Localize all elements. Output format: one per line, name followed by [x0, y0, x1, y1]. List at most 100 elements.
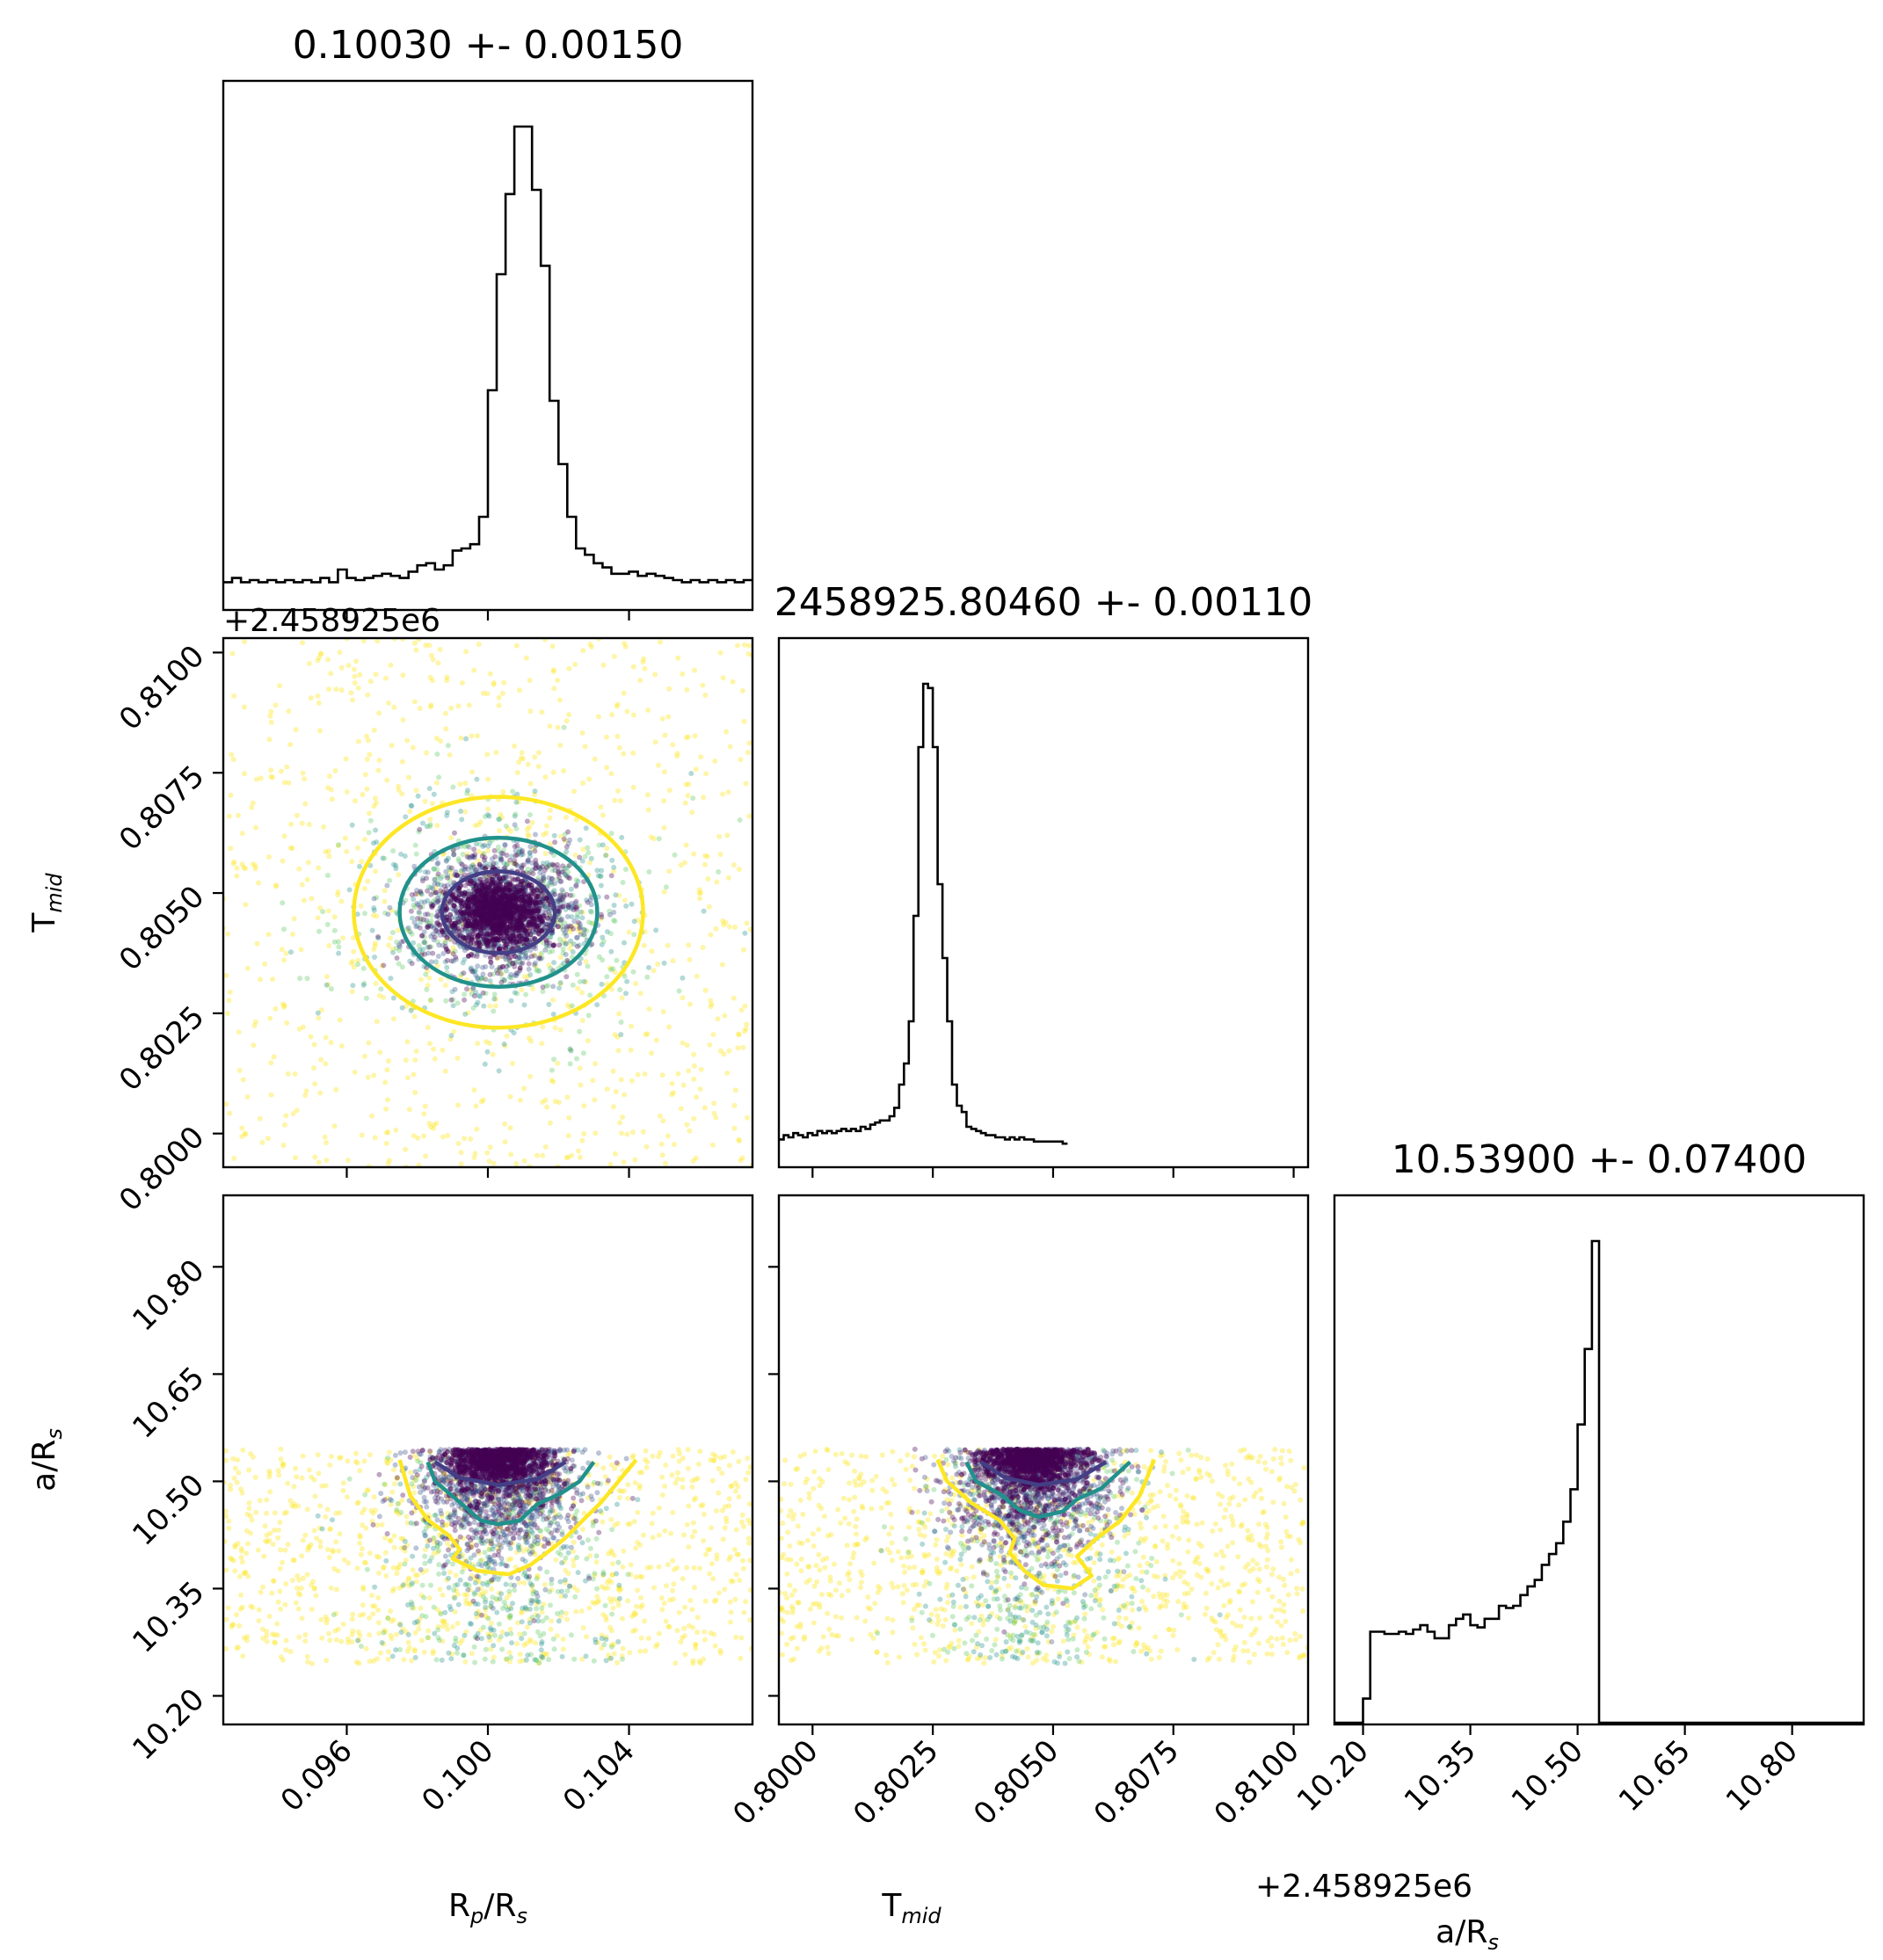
scatter-point	[304, 1572, 310, 1578]
scatter-point	[546, 1528, 552, 1535]
scatter-point	[661, 798, 667, 804]
scatter-point	[323, 1514, 329, 1520]
scatter-point	[399, 1005, 405, 1011]
scatter-point	[538, 1647, 544, 1653]
scatter-point	[556, 910, 562, 916]
scatter-point	[244, 965, 251, 971]
scatter-point	[355, 962, 360, 968]
scatter-point	[490, 856, 495, 862]
scatter-point	[658, 639, 663, 645]
scatter-point	[294, 1586, 300, 1591]
scatter-point	[642, 929, 648, 934]
scatter-point	[327, 1526, 333, 1532]
scatter-point	[552, 891, 558, 897]
scatter-point	[355, 1499, 361, 1506]
scatter-point	[399, 1583, 405, 1589]
scatter-point	[273, 883, 280, 889]
scatter-point	[396, 788, 402, 793]
scatter-point	[722, 1586, 728, 1593]
scatter-point	[581, 1510, 587, 1516]
scatter-point	[556, 936, 563, 942]
scatter-point	[535, 955, 542, 962]
scatter-point	[510, 1506, 516, 1512]
scatter-point	[523, 936, 529, 942]
scatter-point	[456, 858, 462, 864]
scatter-point	[228, 846, 234, 852]
scatter-point	[745, 642, 752, 649]
scatter-point	[442, 983, 448, 988]
scatter-point	[550, 669, 556, 674]
scatter-point	[545, 900, 551, 906]
scatter-point	[556, 869, 562, 875]
scatter-point	[548, 1626, 554, 1632]
scatter-point	[346, 1476, 353, 1482]
scatter-point	[277, 683, 283, 689]
scatter-point	[531, 962, 537, 968]
scatter-point	[268, 708, 274, 715]
scatter-point	[525, 859, 531, 865]
scatter-point	[358, 903, 364, 909]
scatter-point	[578, 1608, 585, 1614]
scatter-point	[516, 955, 522, 961]
scatter-point	[481, 851, 487, 857]
scatter-point	[472, 852, 478, 858]
scatter-point	[485, 848, 491, 853]
scatter-point	[418, 889, 424, 895]
scatter-point	[563, 873, 570, 879]
scatter-rp-tmid	[223, 638, 752, 1167]
scatter-point	[445, 882, 450, 889]
scatter-point	[557, 955, 563, 961]
scatter-point	[609, 1572, 615, 1579]
scatter-point	[690, 1658, 696, 1664]
scatter-point	[590, 1600, 596, 1606]
scatter-point	[487, 1637, 493, 1644]
scatter-point	[541, 831, 547, 838]
scatter-point	[680, 1455, 686, 1462]
scatter-point	[381, 1564, 387, 1570]
scatter-point	[533, 866, 538, 872]
scatter-point	[424, 1567, 429, 1573]
scatter-point	[403, 1557, 409, 1564]
scatter-point	[442, 1609, 448, 1615]
scatter-point	[465, 929, 471, 935]
scatter-point	[608, 948, 614, 955]
scatter-point	[495, 914, 501, 920]
scatter-point	[629, 1129, 636, 1136]
scatter-point	[368, 1507, 374, 1514]
scatter-point	[448, 1033, 454, 1039]
scatter-point	[421, 1649, 427, 1655]
scatter-point	[411, 919, 418, 926]
scatter-point	[522, 1499, 528, 1505]
scatter-point	[433, 885, 439, 891]
scatter-point	[478, 1494, 484, 1500]
scatter-point	[559, 1653, 565, 1659]
scatter-point	[453, 956, 459, 962]
scatter-point	[630, 664, 636, 670]
scatter-point	[579, 915, 585, 921]
scatter-point	[556, 898, 562, 904]
scatter-point	[556, 924, 561, 930]
scatter-point	[666, 788, 672, 794]
scatter-point	[253, 824, 258, 831]
scatter-point	[371, 1072, 377, 1078]
scatter-point	[567, 1047, 573, 1053]
scatter-point	[585, 1038, 591, 1044]
scatter-point	[642, 1618, 647, 1624]
scatter-point	[567, 837, 573, 843]
scatter-point	[691, 1497, 697, 1503]
scatter-point	[229, 1557, 235, 1563]
scatter-point	[331, 1566, 338, 1572]
scatter-point	[300, 1537, 306, 1543]
scatter-point	[360, 638, 367, 643]
scatter-point	[223, 1514, 229, 1520]
scatter-point	[565, 1133, 571, 1139]
scatter-point	[476, 1550, 483, 1557]
scatter-point	[508, 1507, 514, 1514]
scatter-point	[696, 1659, 702, 1665]
scatter-point	[458, 1161, 464, 1167]
scatter-point	[411, 1605, 417, 1611]
scatter-point	[708, 1630, 714, 1636]
scatter-point	[462, 956, 468, 962]
scatter-point	[408, 1007, 414, 1013]
scatter-point	[476, 992, 482, 998]
